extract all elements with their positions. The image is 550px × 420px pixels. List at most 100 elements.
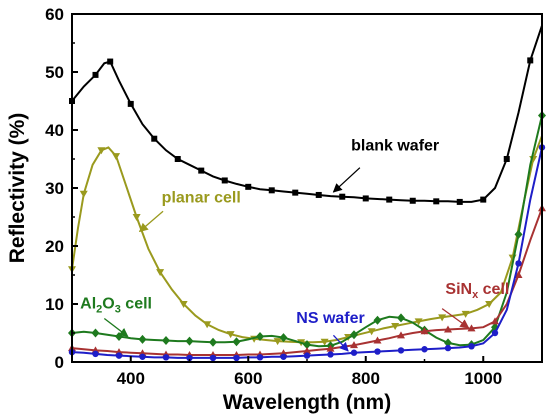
- y-tick-label: 60: [45, 5, 64, 24]
- x-tick-label: 600: [234, 369, 262, 388]
- data-point: [514, 229, 523, 239]
- data-point: [209, 337, 217, 347]
- series-line: [71, 25, 543, 203]
- y-tick-label: 30: [45, 179, 64, 198]
- annotation-arrow: [103, 317, 129, 338]
- data-point: [203, 321, 212, 329]
- y-tick-label: 40: [45, 121, 64, 140]
- data-point: [503, 156, 510, 162]
- data-point: [350, 349, 358, 356]
- data-point: [420, 327, 429, 335]
- data-point: [444, 338, 452, 348]
- data-point: [350, 330, 358, 340]
- data-point: [444, 344, 452, 352]
- data-point: [91, 328, 100, 338]
- data-point: [209, 354, 217, 362]
- data-point: [485, 301, 494, 308]
- data-point: [303, 340, 311, 350]
- data-point: [268, 187, 275, 194]
- data-point: [303, 346, 311, 354]
- data-point: [151, 135, 158, 142]
- annotation: blank wafer: [332, 137, 439, 193]
- data-point: [350, 341, 358, 349]
- annotation-arrow: [332, 334, 349, 352]
- data-point: [279, 333, 288, 343]
- annotation-label: Al2O3 cell: [80, 296, 152, 316]
- data-point: [514, 271, 523, 278]
- data-point: [391, 323, 400, 331]
- y-tick-label: 20: [45, 237, 64, 256]
- data-point: [414, 318, 423, 326]
- annotation: NS wafer: [296, 310, 365, 352]
- annotation-label: SiNx cell: [445, 281, 509, 301]
- data-point: [367, 328, 376, 336]
- data-point: [467, 324, 476, 332]
- data-point: [480, 196, 487, 203]
- data-point: [444, 325, 452, 333]
- data-point: [303, 352, 311, 359]
- annotation-label: blank wafer: [351, 137, 439, 154]
- data-point: [198, 167, 205, 174]
- data-point: [115, 352, 123, 359]
- data-point: [127, 100, 134, 107]
- axis-ticks: 0 10 20 30 40 50 60 400 600 800 1000: [45, 5, 543, 388]
- annotation: planar cell: [138, 190, 241, 233]
- data-point: [491, 329, 499, 337]
- x-tick-label: 800: [352, 369, 380, 388]
- data-point: [138, 334, 147, 344]
- data-point: [233, 354, 240, 362]
- data-point: [245, 183, 252, 190]
- annotation: Al2O3 cell: [80, 296, 152, 338]
- data-point: [373, 336, 382, 344]
- data-point: [221, 177, 228, 184]
- data-point: [139, 353, 146, 360]
- data-point: [79, 190, 88, 198]
- data-point: [397, 313, 405, 323]
- x-axis-title: Wavelength (nm): [223, 391, 391, 414]
- data-point: [92, 71, 99, 78]
- data-point: [256, 331, 264, 341]
- series-0: [69, 25, 543, 205]
- data-point: [456, 198, 463, 205]
- y-tick-label: 0: [55, 353, 64, 372]
- data-point: [132, 214, 141, 221]
- data-point: [315, 191, 322, 198]
- data-point: [174, 156, 181, 162]
- data-point: [320, 338, 329, 346]
- data-point: [409, 197, 416, 204]
- data-point: [327, 351, 334, 358]
- data-point: [527, 57, 534, 64]
- annotation-arrow: [441, 308, 470, 329]
- annotation: SiNx cell: [441, 281, 509, 329]
- y-tick-label: 10: [45, 295, 64, 314]
- data-point: [162, 354, 170, 361]
- data-point: [232, 337, 241, 347]
- annotations: blank wafer planar cell NS wafer SiNx cell A…: [80, 137, 509, 352]
- data-point: [185, 336, 194, 346]
- data-point: [373, 315, 382, 325]
- data-point: [97, 147, 106, 155]
- annotation-arrow: [332, 167, 361, 193]
- data-point: [256, 354, 264, 361]
- data-point: [107, 58, 114, 65]
- data-point: [339, 193, 346, 200]
- data-point: [461, 310, 470, 318]
- y-axis-title: Reflectivity (%): [6, 113, 29, 264]
- data-point: [179, 301, 188, 308]
- data-point: [186, 354, 193, 362]
- data-point: [397, 331, 405, 339]
- data-point: [112, 153, 121, 161]
- data-point: [374, 348, 381, 355]
- data-point: [226, 331, 235, 339]
- data-point: [491, 317, 499, 325]
- data-point: [115, 331, 123, 341]
- data-point: [92, 350, 99, 358]
- data-point: [326, 344, 335, 352]
- y-tick-label: 50: [45, 63, 64, 82]
- data-point: [433, 198, 440, 205]
- data-point: [292, 189, 299, 196]
- data-point: [362, 195, 369, 202]
- series-layer: [68, 25, 546, 362]
- annotation-label: planar cell: [162, 190, 241, 207]
